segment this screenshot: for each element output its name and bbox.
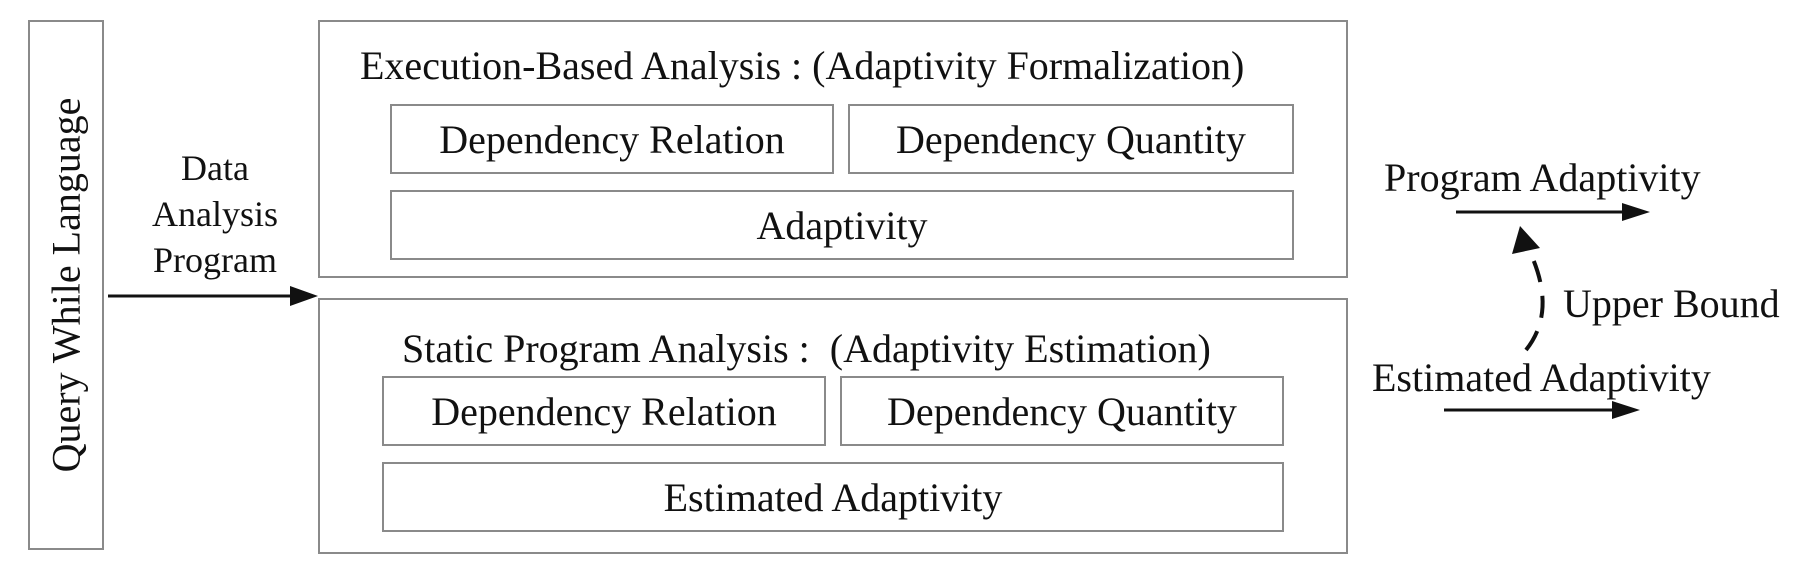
program-adaptivity-label: Program Adaptivity xyxy=(1384,155,1701,200)
estimated-adaptivity-arrow xyxy=(1444,401,1640,419)
estimated-adaptivity-label: Estimated Adaptivity xyxy=(1372,355,1711,400)
static-estimated-adaptivity-box: Estimated Adaptivity xyxy=(382,462,1284,532)
execution-relation-box: Dependency Relation xyxy=(390,104,834,174)
input-line-1: Data xyxy=(181,148,249,188)
input-program-label: Data Analysis Program xyxy=(150,145,280,283)
execution-title: Execution-Based Analysis : (Adaptivity F… xyxy=(360,43,1245,88)
program-adaptivity-arrow xyxy=(1456,203,1650,221)
input-line-2: Analysis xyxy=(152,194,278,234)
static-relation-box: Dependency Relation xyxy=(382,376,826,446)
upper-bound-label: Upper Bound xyxy=(1563,281,1780,326)
static-quantity-box: Dependency Quantity xyxy=(840,376,1284,446)
language-box xyxy=(28,20,104,550)
execution-quantity-box: Dependency Quantity xyxy=(848,104,1294,174)
execution-adaptivity-box: Adaptivity xyxy=(390,190,1294,260)
upper-bound-dashed-arrow xyxy=(1512,226,1545,352)
input-line-3: Program xyxy=(153,240,277,280)
input-arrow xyxy=(108,286,318,306)
static-title: Static Program Analysis : (Adaptivity Es… xyxy=(402,326,1211,371)
